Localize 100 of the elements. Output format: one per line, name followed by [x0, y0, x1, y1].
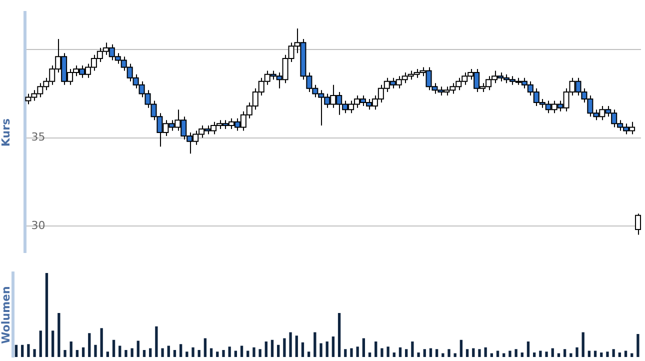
- bar: [405, 349, 408, 357]
- bar: [466, 349, 469, 357]
- bar: [320, 343, 322, 357]
- bar: [392, 352, 396, 357]
- bar: [173, 350, 176, 357]
- bar: [423, 349, 426, 357]
- bar: [338, 312, 341, 357]
- y-axis-title: Wolumen: [0, 286, 12, 344]
- bar: [362, 338, 365, 357]
- bar: [588, 350, 591, 357]
- bar: [435, 349, 438, 357]
- bar: [460, 340, 463, 357]
- bar: [630, 353, 634, 357]
- bar: [70, 342, 72, 357]
- bar: [442, 353, 444, 357]
- bar: [264, 342, 268, 357]
- bar: [240, 346, 244, 357]
- bar: [234, 350, 238, 357]
- bar: [283, 338, 286, 357]
- bar: [356, 346, 359, 357]
- y-tick-label: 35: [31, 130, 46, 144]
- bar: [472, 348, 475, 357]
- bar: [551, 348, 554, 357]
- bar: [636, 334, 640, 357]
- bar: [301, 342, 304, 357]
- bar: [526, 342, 530, 357]
- bar: [478, 349, 481, 357]
- bar: [186, 352, 188, 357]
- bar: [600, 352, 603, 357]
- bar: [246, 350, 250, 357]
- bar: [576, 347, 578, 357]
- bar: [624, 350, 628, 357]
- bar: [582, 332, 584, 357]
- bar: [198, 350, 200, 357]
- bar: [258, 349, 262, 357]
- bar: [192, 347, 194, 357]
- bar: [277, 344, 280, 357]
- bar: [496, 350, 500, 357]
- bar: [563, 349, 566, 357]
- y-axis-title: Kurs: [0, 118, 12, 147]
- bar: [374, 342, 378, 357]
- bar: [155, 326, 158, 357]
- bar: [490, 353, 493, 357]
- bar: [332, 336, 335, 357]
- bar: [14, 344, 18, 357]
- bar: [136, 340, 140, 357]
- bar: [216, 352, 219, 357]
- bar: [106, 352, 110, 357]
- bar: [94, 344, 97, 357]
- bar: [64, 350, 66, 357]
- bar: [454, 353, 456, 357]
- bar: [228, 346, 231, 357]
- bar: [167, 346, 170, 357]
- bar: [570, 353, 572, 357]
- bar: [33, 349, 36, 357]
- bar: [307, 352, 310, 357]
- bar: [557, 353, 560, 357]
- bar: [448, 349, 450, 357]
- bar: [204, 338, 207, 357]
- bar: [533, 352, 536, 357]
- bar: [270, 340, 274, 357]
- bar: [289, 332, 292, 357]
- y-tick-label: 30: [31, 218, 46, 232]
- bar: [295, 336, 298, 357]
- bar: [612, 349, 615, 357]
- bar: [58, 312, 60, 357]
- bar: [508, 350, 512, 357]
- bar: [124, 350, 128, 357]
- bar: [539, 350, 542, 357]
- bar: [350, 348, 353, 357]
- bar: [368, 352, 372, 357]
- bar: [594, 350, 597, 357]
- bar: [344, 349, 347, 357]
- bar: [39, 330, 42, 357]
- bar: [326, 342, 328, 357]
- bar: [82, 347, 85, 357]
- bar: [398, 347, 402, 357]
- bar: [411, 342, 414, 357]
- bar: [27, 344, 30, 357]
- bar: [429, 348, 432, 357]
- bar: [118, 346, 122, 357]
- bar: [252, 347, 256, 357]
- bar: [380, 348, 384, 357]
- bar: [161, 348, 164, 357]
- bar: [88, 333, 91, 357]
- bar: [514, 349, 518, 357]
- bar: [520, 352, 524, 357]
- bar: [417, 352, 420, 357]
- bar: [142, 350, 146, 357]
- bar: [210, 348, 213, 357]
- bar: [386, 346, 390, 357]
- bar: [21, 344, 24, 357]
- bar: [45, 273, 48, 357]
- bar: [618, 352, 621, 357]
- bar: [51, 330, 54, 357]
- bar: [100, 328, 103, 357]
- bar: [112, 340, 116, 357]
- bar: [502, 353, 506, 357]
- bar: [76, 350, 79, 357]
- bar: [179, 344, 182, 357]
